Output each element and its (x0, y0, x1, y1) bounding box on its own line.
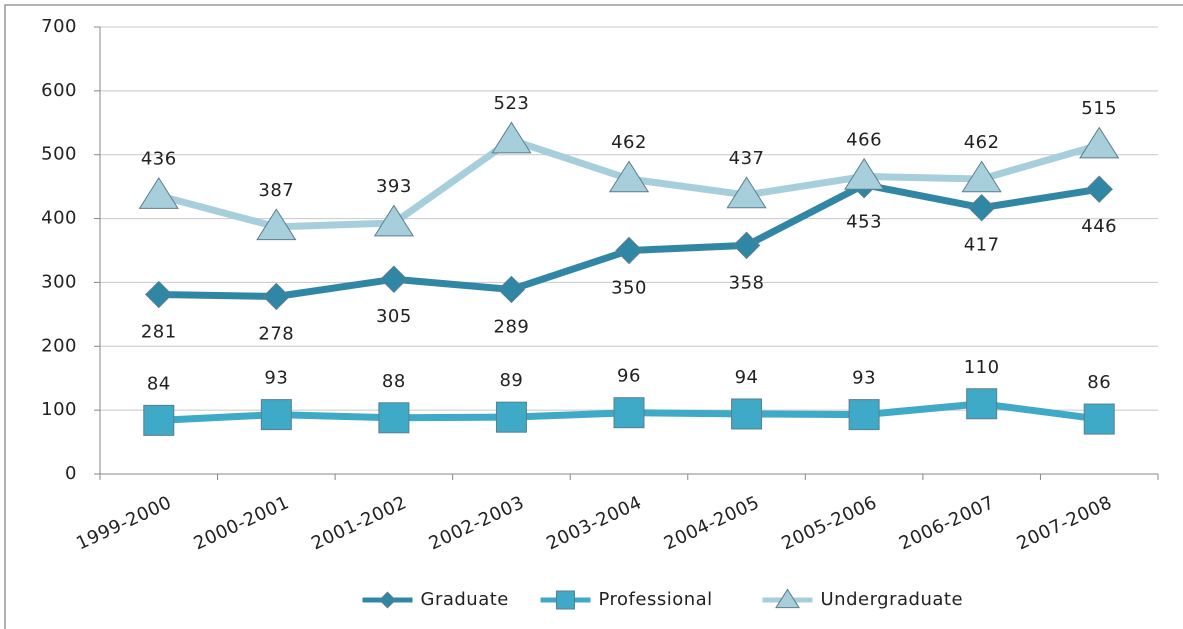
x-tick-label: 2002-2003 (426, 492, 528, 554)
marker (491, 121, 532, 154)
marker (775, 588, 800, 609)
x-tick-label: 1999-2000 (73, 492, 175, 554)
data-label: 358 (729, 272, 765, 293)
marker (497, 275, 526, 304)
marker (961, 160, 1002, 193)
marker (145, 280, 173, 309)
data-label: 515 (1081, 98, 1117, 119)
data-label: 387 (258, 180, 294, 201)
marker (1079, 126, 1120, 159)
y-tick-label: 300 (41, 271, 77, 292)
data-label: 446 (1081, 216, 1117, 237)
x-tick-label: 2006-2007 (896, 492, 998, 554)
legend-item: Graduate (362, 589, 509, 610)
data-label: 281 (141, 322, 177, 343)
marker (608, 160, 650, 193)
x-tick-label: 2000-2001 (191, 492, 293, 554)
x-tick-label: 2004-2005 (661, 492, 763, 554)
x-tick-label: 2007-2008 (1014, 492, 1116, 554)
legend-label: Undergraduate (821, 589, 964, 610)
y-tick-label: 100 (41, 399, 77, 420)
data-label: 89 (499, 370, 523, 391)
data-label: 110 (964, 357, 1000, 378)
marker (613, 397, 645, 429)
marker (380, 265, 408, 293)
data-label: 453 (846, 212, 882, 233)
marker (260, 399, 292, 431)
marker (966, 388, 998, 420)
marker (732, 231, 761, 260)
data-label: 462 (964, 132, 1000, 153)
data-label: 93 (264, 368, 288, 389)
data-label: 417 (964, 235, 1000, 256)
data-label: 289 (494, 316, 530, 337)
legend-item: Professional (540, 589, 713, 610)
y-tick-label: 700 (41, 16, 77, 37)
marker (256, 208, 297, 241)
marker (262, 282, 291, 311)
x-tick-label: 2005-2006 (778, 492, 880, 554)
y-tick-label: 500 (41, 144, 77, 165)
data-label: 93 (852, 368, 876, 389)
marker (556, 590, 575, 610)
data-label: 305 (376, 306, 412, 327)
y-tick-label: 400 (41, 208, 77, 229)
marker (378, 402, 410, 434)
data-label: 84 (147, 373, 171, 394)
marker (844, 157, 885, 190)
data-label: 94 (735, 367, 759, 388)
legend-item: Undergraduate (762, 588, 964, 610)
marker (143, 404, 175, 436)
marker (138, 177, 179, 209)
marker (726, 176, 767, 209)
data-label: 436 (141, 149, 177, 170)
marker (373, 204, 414, 237)
data-label: 96 (617, 366, 641, 387)
y-tick-label: 600 (41, 80, 77, 101)
data-label: 86 (1087, 372, 1111, 393)
marker (731, 398, 763, 430)
data-label: 437 (729, 148, 765, 169)
marker (967, 194, 996, 222)
marker (615, 236, 643, 265)
x-tick-label: 2003-2004 (543, 492, 645, 554)
marker (1085, 175, 1113, 203)
data-label: 466 (846, 129, 882, 150)
legend-label: Graduate (421, 589, 509, 610)
data-label: 393 (376, 176, 412, 197)
x-tick-label: 2001-2002 (308, 492, 410, 554)
marker (378, 591, 397, 609)
data-label: 278 (258, 323, 294, 344)
chart-frame (4, 4, 1183, 629)
data-label: 523 (494, 93, 530, 114)
legend-label: Professional (599, 589, 713, 610)
marker (495, 401, 527, 433)
marker (1083, 403, 1115, 435)
data-label: 462 (611, 132, 647, 153)
y-tick-label: 200 (41, 335, 77, 356)
marker (848, 399, 880, 431)
data-label: 88 (382, 371, 406, 392)
y-tick-label: 0 (65, 463, 77, 484)
data-label: 350 (611, 278, 647, 299)
